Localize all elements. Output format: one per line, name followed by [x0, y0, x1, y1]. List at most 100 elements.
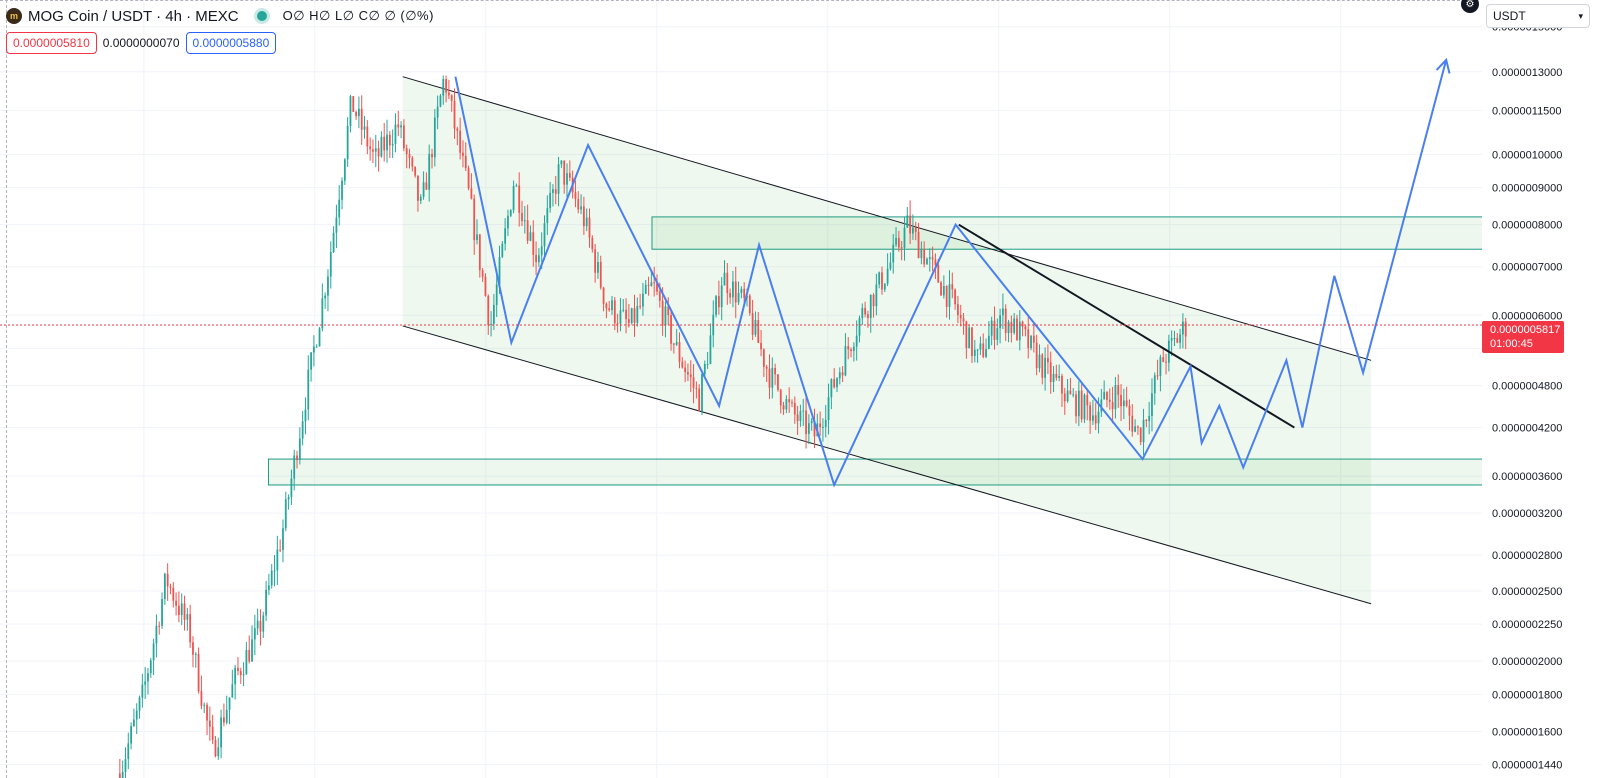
- candle: [990, 316, 993, 346]
- candle: [906, 207, 909, 228]
- candle: [813, 408, 816, 449]
- candle-body: [937, 264, 940, 283]
- buy-price-button[interactable]: 0.0000005880: [185, 32, 277, 54]
- candle-body: [1086, 394, 1089, 406]
- price-tick-label: 0.0000013000: [1492, 67, 1562, 79]
- candle: [903, 216, 906, 261]
- candle: [889, 252, 892, 271]
- candle-body: [1080, 390, 1083, 420]
- candle: [383, 122, 386, 162]
- candle-body: [245, 649, 248, 675]
- candle-body: [1179, 334, 1181, 343]
- candle-body: [954, 289, 957, 305]
- candle-body: [717, 296, 720, 308]
- candle: [785, 395, 788, 414]
- candle-body: [855, 335, 858, 347]
- candle: [307, 355, 310, 421]
- candles: [118, 75, 1187, 778]
- candle: [732, 270, 734, 308]
- price-tick-label: 0.0000010000: [1492, 149, 1562, 161]
- candle-body: [155, 625, 158, 644]
- candle-body: [256, 620, 259, 629]
- candle-body: [535, 254, 537, 263]
- candle: [1114, 377, 1117, 419]
- settings-icon[interactable]: ⚙: [1461, 0, 1479, 13]
- candle: [380, 131, 383, 158]
- symbol-title[interactable]: MOG Coin / USDT · 4h · MEXC: [28, 7, 239, 25]
- candle: [971, 326, 973, 363]
- candle: [1142, 408, 1145, 456]
- candle: [695, 381, 698, 399]
- candle: [917, 222, 920, 259]
- candle-body: [675, 342, 678, 345]
- candle-body: [872, 294, 875, 307]
- candle: [560, 160, 563, 168]
- candle: [504, 218, 507, 251]
- candle: [633, 294, 636, 337]
- candle-body: [442, 79, 445, 96]
- candle-body: [169, 586, 172, 588]
- candle-body: [447, 92, 450, 96]
- candle-body: [619, 310, 622, 324]
- candle: [717, 280, 720, 315]
- candle: [709, 323, 712, 365]
- candle: [259, 609, 262, 646]
- candle-body: [282, 528, 284, 551]
- candle-body: [312, 346, 315, 353]
- price-tick-label: 0.0000011500: [1492, 105, 1562, 117]
- candle-body: [788, 399, 791, 403]
- candle-body: [597, 262, 599, 273]
- candle: [464, 142, 467, 172]
- candle-body: [701, 373, 703, 412]
- price-tick-label: 0.0000006000: [1492, 310, 1562, 322]
- candle: [605, 302, 608, 319]
- candle: [824, 404, 827, 438]
- candle-body: [656, 283, 658, 292]
- candle-body: [428, 153, 431, 190]
- candle: [296, 450, 298, 469]
- sell-price-button[interactable]: 0.0000005810: [6, 32, 97, 54]
- candle: [819, 411, 822, 436]
- candle: [473, 194, 476, 255]
- candle: [163, 572, 166, 605]
- candle-body: [1134, 426, 1136, 432]
- candle: [470, 173, 473, 200]
- candle-body: [748, 295, 751, 314]
- candle: [1106, 391, 1108, 408]
- candle: [1089, 401, 1091, 434]
- candle: [1066, 378, 1069, 403]
- candle-body: [501, 243, 504, 257]
- candle-body: [422, 182, 425, 197]
- candle: [273, 555, 276, 587]
- candle-body: [329, 251, 332, 277]
- candle-body: [979, 343, 982, 350]
- candle: [858, 315, 861, 343]
- candle-body: [591, 237, 594, 250]
- candle-body: [127, 743, 130, 760]
- currency-select[interactable]: USDT ▾: [1486, 4, 1590, 28]
- candle: [630, 307, 633, 325]
- candle-body: [608, 308, 611, 311]
- candle: [1069, 377, 1072, 395]
- candle: [1184, 317, 1187, 350]
- candle-body: [577, 199, 580, 210]
- candle-body: [982, 343, 985, 357]
- candle: [352, 96, 355, 112]
- candle: [751, 299, 754, 341]
- candle: [237, 657, 239, 676]
- candle: [566, 163, 568, 199]
- candle-body: [805, 410, 807, 434]
- candle-body: [897, 237, 900, 248]
- candle: [653, 266, 656, 297]
- candle: [881, 266, 883, 295]
- price-tick-label: 0.0000004800: [1492, 381, 1562, 393]
- candle: [867, 310, 869, 328]
- candle: [388, 130, 391, 158]
- candle-body: [532, 232, 535, 255]
- candle: [1075, 390, 1077, 424]
- candle-body: [672, 343, 675, 345]
- candle-body: [743, 288, 746, 298]
- candle-body: [217, 747, 220, 757]
- candle-body: [703, 363, 706, 374]
